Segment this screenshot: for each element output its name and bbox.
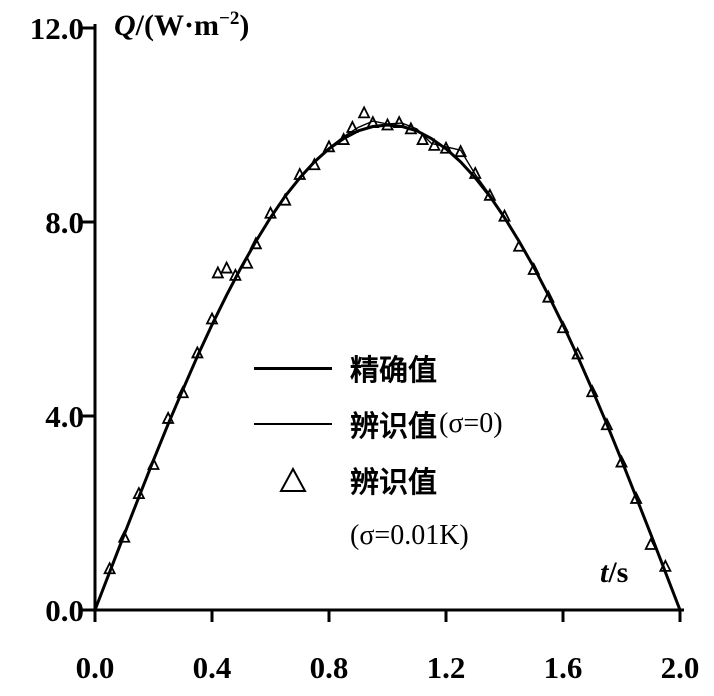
noisy-triangle-marker bbox=[228, 267, 242, 281]
y-tick-label-0: 0.0 bbox=[45, 593, 84, 628]
legend-label-identified: 辨识值 bbox=[350, 409, 438, 443]
noisy-triangle-marker bbox=[337, 132, 351, 145]
noisy-triangle-marker bbox=[293, 166, 307, 180]
x-tick-label-1.6: 1.6 bbox=[543, 650, 583, 685]
noisy-triangle-marker bbox=[644, 537, 658, 550]
noisy-triangle-marker bbox=[556, 320, 570, 334]
x-tick-label-0.8: 0.8 bbox=[309, 650, 349, 685]
legend-label-exact: 精确值 bbox=[350, 353, 438, 387]
noisy-triangle-marker bbox=[357, 105, 371, 119]
x-axis-title: t/s bbox=[600, 556, 628, 590]
y-tick-label-12: 12.0 bbox=[29, 11, 84, 46]
noisy-triangle-marker bbox=[307, 157, 321, 171]
x-tick-label-2.0: 2.0 bbox=[660, 650, 700, 685]
legend-label-identified-noisy: 辨识值 bbox=[350, 465, 438, 499]
noisy-triangle-marker bbox=[498, 208, 511, 222]
noisy-triangle-marker bbox=[416, 132, 430, 145]
noisy-triangle-marker bbox=[176, 385, 190, 399]
legend-paren-sigma001: (σ=0.01K) bbox=[350, 520, 469, 551]
noisy-triangle-marker bbox=[366, 115, 380, 128]
noisy-triangle-marker bbox=[161, 410, 175, 424]
noisy-triangle-marker bbox=[571, 346, 585, 360]
noisy-triangle-marker bbox=[439, 140, 453, 154]
y-tick-label-8: 8.0 bbox=[45, 205, 84, 240]
x-tick-label-0.0: 0.0 bbox=[75, 650, 115, 685]
y-axis-unit-post: ) bbox=[239, 9, 250, 42]
noisy-triangle-marker bbox=[404, 121, 418, 135]
x-tick-label-0.4: 0.4 bbox=[192, 650, 232, 685]
noisy-triangle-marker bbox=[132, 486, 146, 500]
noisy-triangle-marker bbox=[483, 187, 497, 201]
noisy-triangle-marker bbox=[322, 139, 336, 153]
legend-row-sigma-note: (σ=0.01K) bbox=[250, 508, 503, 564]
legend-row-identified-sigma0: 辨识值 (σ=0) bbox=[250, 396, 503, 452]
noisy-triangle-marker bbox=[117, 529, 131, 543]
legend-row-exact: 精确值 bbox=[250, 340, 503, 396]
noisy-triangle-marker bbox=[345, 119, 359, 133]
noisy-triangle-marker bbox=[240, 255, 254, 269]
noisy-triangle-marker bbox=[427, 137, 441, 151]
noisy-triangle-marker bbox=[249, 236, 263, 250]
legend-paren-sigma0: (σ=0) bbox=[439, 408, 503, 439]
noisy-triangle-marker bbox=[527, 262, 541, 275]
y-tick-label-4: 4.0 bbox=[45, 399, 84, 434]
x-axis-unit: /s bbox=[608, 556, 629, 589]
y-axis-title: Q/(W·m−2) bbox=[114, 8, 249, 43]
noisy-triangle-marker bbox=[147, 456, 160, 470]
noisy-triangle-marker bbox=[468, 165, 482, 179]
noisy-triangle-marker bbox=[220, 260, 234, 274]
x-axis-symbol: t bbox=[600, 556, 609, 589]
noisy-triangle-marker bbox=[278, 192, 292, 206]
y-axis-unit-exponent: −2 bbox=[219, 8, 240, 29]
identified-line-icon bbox=[250, 423, 336, 425]
noisy-triangle-marker bbox=[392, 115, 406, 128]
triangle-marker-icon bbox=[250, 466, 336, 494]
y-axis-unit-pre: /(W·m bbox=[135, 9, 219, 42]
noisy-triangle-marker bbox=[629, 490, 643, 504]
noisy-triangle-marker bbox=[190, 345, 204, 359]
noisy-triangle-marker bbox=[454, 144, 468, 158]
noisy-triangle-marker bbox=[264, 205, 277, 219]
noisy-triangle-marker bbox=[205, 311, 219, 325]
noisy-triangle-marker bbox=[658, 558, 672, 572]
exact-line-icon bbox=[250, 366, 336, 370]
legend: 精确值 辨识值 (σ=0) 辨识值 (σ=0.01K) bbox=[250, 340, 503, 564]
noisy-triangle-marker bbox=[103, 561, 117, 575]
y-axis-symbol: Q bbox=[114, 9, 136, 42]
noisy-triangle-marker bbox=[615, 454, 628, 468]
series-line-1 bbox=[94, 120, 681, 611]
noisy-triangle-marker bbox=[381, 117, 394, 131]
noisy-triangle-marker bbox=[541, 289, 555, 303]
legend-row-identified-noisy: 辨识值 bbox=[250, 452, 503, 508]
noisy-triangle-marker bbox=[600, 417, 614, 431]
noisy-triangle-marker bbox=[585, 384, 599, 398]
noisy-triangle-marker bbox=[512, 238, 526, 252]
noisy-triangle-marker bbox=[211, 265, 225, 279]
x-tick-label-1.2: 1.2 bbox=[426, 650, 466, 685]
